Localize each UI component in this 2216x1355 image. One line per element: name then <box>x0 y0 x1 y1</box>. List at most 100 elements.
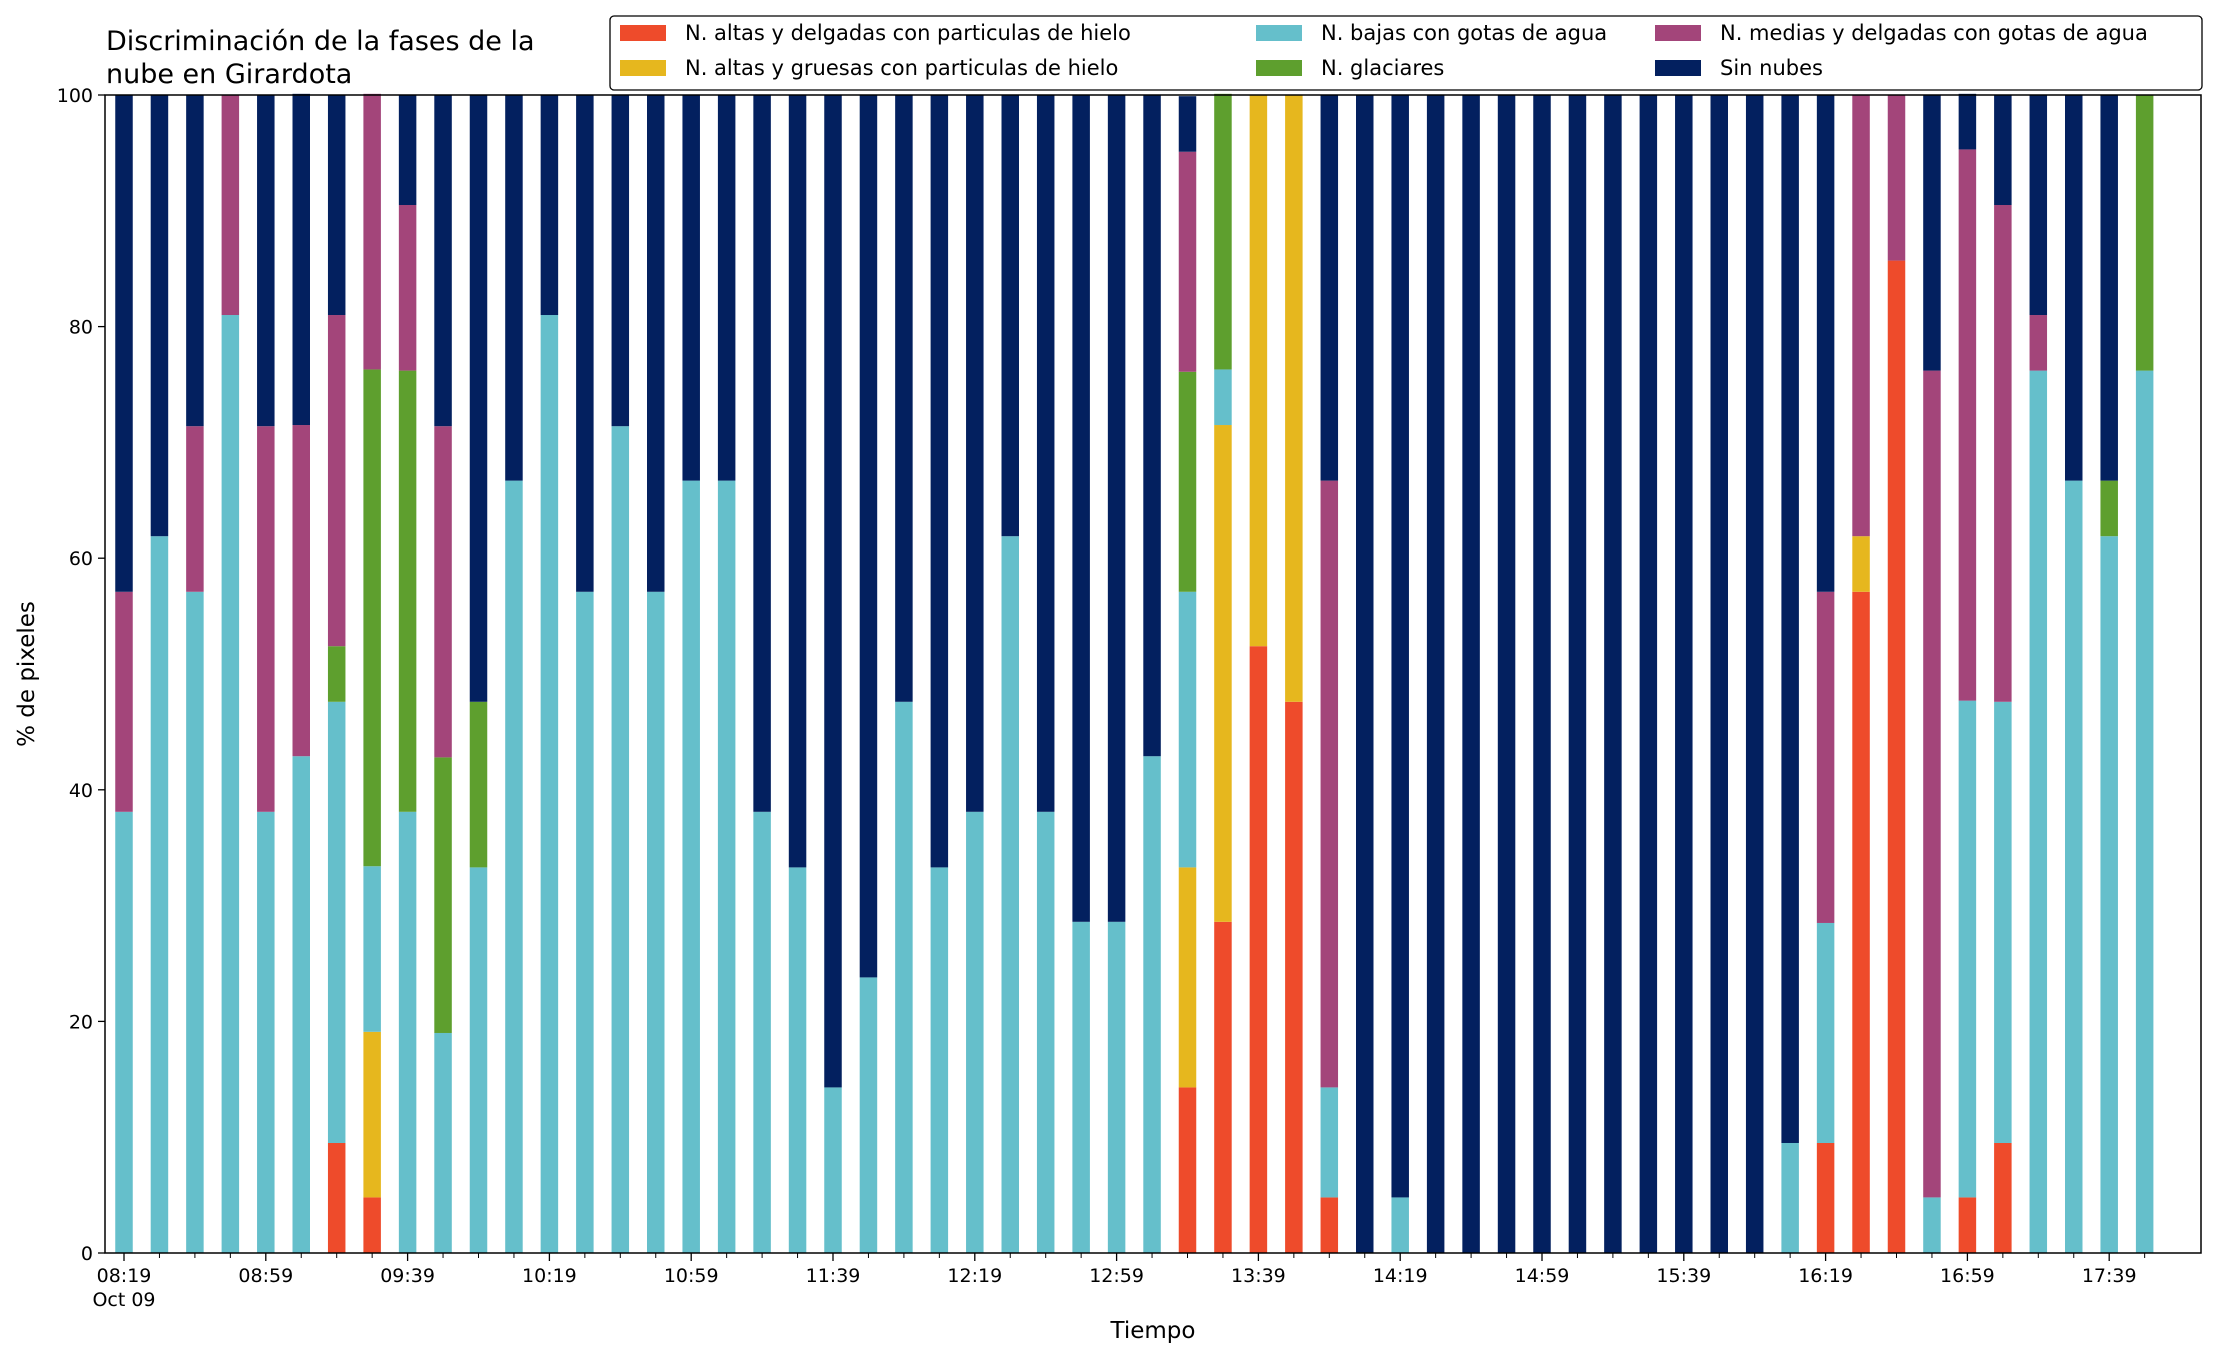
bar-segment-1709-series-5 <box>1994 95 2012 206</box>
legend-label-0: N. altas y delgadas con particulas de hi… <box>685 21 1131 45</box>
bar-segment-1609-series-2 <box>1781 1142 1799 1253</box>
bar-segment-0959-series-2 <box>469 867 488 1253</box>
legend-swatch-3 <box>1256 60 1302 76</box>
bar-segment-0939-series-3 <box>398 370 417 812</box>
bar-segment-0839-series-4 <box>186 426 204 592</box>
bar-segment-1339-series-0 <box>1249 646 1268 1253</box>
bar-segment-1209-series-2 <box>930 867 949 1253</box>
bar-segment-0919-series-2 <box>327 701 346 1143</box>
bar-segment-1249-series-5 <box>1072 95 1090 922</box>
bar-segment-0819-series-5 <box>115 95 133 592</box>
bar-segment-1259-series-5 <box>1107 95 1126 922</box>
y-tick-label: 20 <box>69 1011 93 1033</box>
bar-segment-1629-series-4 <box>1852 95 1870 537</box>
bar-segment-0949-series-2 <box>434 1032 452 1253</box>
bar-segment-1029-series-2 <box>576 591 594 1253</box>
bar-segment-0829-series-5 <box>150 95 169 537</box>
bar-segment-0859-series-2 <box>257 811 275 1253</box>
bar-segment-1219-series-5 <box>966 95 984 812</box>
bar-segment-0959-series-3 <box>469 701 488 868</box>
bar-segment-1429-series-5 <box>1426 95 1445 1253</box>
bar-segment-1709-series-0 <box>1994 1142 2012 1253</box>
bar-segment-1349-series-0 <box>1285 701 1303 1253</box>
legend-swatch-4 <box>1655 25 1701 41</box>
chart-title-line-2: nube en Girardota <box>106 59 352 90</box>
x-tick-label: 15:39 <box>1656 1265 1711 1287</box>
bar-segment-0929-series-1 <box>363 1031 381 1198</box>
bar-segment-1519-series-5 <box>1604 95 1622 1253</box>
bar-segment-0839-series-2 <box>186 591 204 1253</box>
bar-segment-1259-series-2 <box>1107 921 1126 1253</box>
bar-segment-0949-series-3 <box>434 757 452 1033</box>
y-tick-label: 0 <box>81 1243 93 1265</box>
bar-segment-1509-series-5 <box>1568 95 1587 1253</box>
legend-label-5: Sin nubes <box>1720 56 1823 80</box>
chart-title-line-1: Discriminación de la fases de la <box>106 26 535 57</box>
bar-segment-1659-series-0 <box>1958 1197 1977 1253</box>
bar-segment-1709-series-4 <box>1994 205 2012 702</box>
bar-segment-1119-series-2 <box>753 811 771 1253</box>
bar-segment-1059-series-5 <box>682 95 700 481</box>
bar-segment-1659-series-5 <box>1958 93 1977 150</box>
bar-segment-1109-series-5 <box>717 95 736 481</box>
x-tick-label: 10:59 <box>664 1265 719 1287</box>
bar-segment-1329-series-2 <box>1214 369 1232 426</box>
bar-segment-1539-series-5 <box>1675 95 1693 1253</box>
x-tick-label: 16:19 <box>1798 1265 1853 1287</box>
bar-segment-1359-series-5 <box>1320 95 1339 481</box>
bar-segment-1229-series-2 <box>1001 536 1019 1253</box>
bar-segment-0949-series-5 <box>434 95 452 427</box>
bar-segment-1609-series-5 <box>1781 95 1799 1143</box>
bar-segment-1729-series-2 <box>2065 480 2083 1253</box>
x-tick-label: 09:39 <box>380 1265 435 1287</box>
x-tick-sublabel: Oct 09 <box>92 1289 155 1311</box>
bar-segment-1639-series-4 <box>1887 95 1906 261</box>
bar-segment-1239-series-5 <box>1036 95 1055 812</box>
x-tick-label: 13:39 <box>1231 1265 1286 1287</box>
bar-segment-0849-series-2 <box>221 315 240 1253</box>
bar-segment-1159-series-5 <box>895 95 913 702</box>
bar-segment-1149-series-2 <box>859 977 878 1253</box>
bar-segment-1209-series-5 <box>930 95 949 868</box>
legend-label-4: N. medias y delgadas con gotas de agua <box>1720 21 2148 45</box>
bar-segment-1749-series-3 <box>2135 95 2154 371</box>
bar-segment-1309-series-5 <box>1143 95 1161 757</box>
bar-segment-1139-series-5 <box>824 95 842 1088</box>
bar-segment-1329-series-0 <box>1214 921 1232 1253</box>
bar-segment-1529-series-5 <box>1639 95 1658 1253</box>
bar-segment-1749-series-2 <box>2135 370 2154 1254</box>
bar-segment-1229-series-5 <box>1001 95 1019 537</box>
bar-segment-1709-series-2 <box>1994 701 2012 1143</box>
bar-segment-1139-series-2 <box>824 1087 842 1253</box>
x-tick-label: 16:59 <box>1940 1265 1995 1287</box>
bar-segment-1319-series-5 <box>1178 96 1197 152</box>
x-tick-label: 14:59 <box>1515 1265 1570 1287</box>
bar-segment-0949-series-4 <box>434 426 452 758</box>
bar-segment-1449-series-5 <box>1497 95 1516 1253</box>
bar-segment-1319-series-2 <box>1178 591 1197 868</box>
x-tick-label: 12:59 <box>1089 1265 1144 1287</box>
bar-segment-0929-series-4 <box>363 93 381 370</box>
bar-segment-1739-series-2 <box>2100 536 2118 1253</box>
bars-layer <box>115 93 2154 1254</box>
x-tick-label: 11:39 <box>806 1265 861 1287</box>
bar-segment-0819-series-4 <box>115 591 133 812</box>
bar-segment-1009-series-2 <box>505 480 523 1253</box>
bar-segment-1329-series-1 <box>1214 425 1232 922</box>
x-axis-title: Tiempo <box>1110 1318 1196 1344</box>
bar-segment-1629-series-1 <box>1852 536 1870 592</box>
bar-segment-1559-series-5 <box>1745 95 1764 1253</box>
bar-segment-1319-series-3 <box>1178 371 1197 592</box>
bar-segment-0939-series-4 <box>398 205 417 371</box>
legend-frame <box>609 15 2203 91</box>
legend-label-2: N. bajas con gotas de agua <box>1321 21 1607 45</box>
legend-swatch-0 <box>620 25 666 41</box>
bar-segment-1359-series-4 <box>1320 480 1339 1088</box>
bar-segment-1119-series-5 <box>753 95 771 812</box>
bar-segment-1619-series-0 <box>1816 1142 1835 1253</box>
bar-segment-1649-series-5 <box>1923 95 1941 371</box>
y-tick-label: 60 <box>69 548 93 570</box>
bar-segment-1039-series-2 <box>611 426 630 1253</box>
